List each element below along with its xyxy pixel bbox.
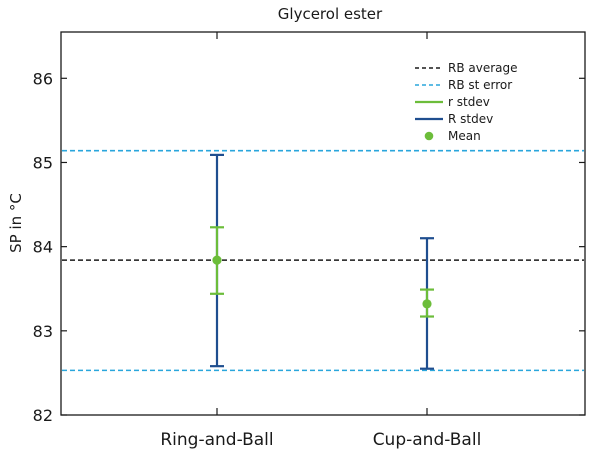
chart-title: Glycerol ester <box>278 5 383 23</box>
error-bars <box>210 153 434 370</box>
plot-frame <box>60 31 586 416</box>
y-tick-label-1: 83 <box>33 322 53 341</box>
y-axis-label: SP in °C <box>7 193 25 253</box>
y-tick-label-3: 85 <box>33 153 53 172</box>
legend-label-1: RB st error <box>448 78 512 92</box>
reference-lines <box>62 149 584 372</box>
y-tick-label-2: 84 <box>33 238 53 257</box>
legend-label-2: r stdev <box>448 95 490 109</box>
y-tick-label-4: 86 <box>33 69 53 88</box>
y-axis: 82 83 84 85 86 <box>33 69 585 425</box>
y-tick-label-0: 82 <box>33 406 53 425</box>
legend-label-3: R stdev <box>448 112 493 126</box>
x-axis: Ring-and-Ball Cup-and-Ball <box>160 32 481 450</box>
mean-point-0 <box>212 255 222 265</box>
mean-point-1 <box>422 299 432 309</box>
legend-symbol-4 <box>424 131 434 141</box>
x-category-label-1: Cup-and-Ball <box>373 430 482 450</box>
legend: RB average RB st error r stdev R stdev Mean <box>415 61 518 143</box>
x-category-label-0: Ring-and-Ball <box>160 430 273 450</box>
legend-label-4: Mean <box>448 129 481 143</box>
legend-label-0: RB average <box>448 61 518 75</box>
